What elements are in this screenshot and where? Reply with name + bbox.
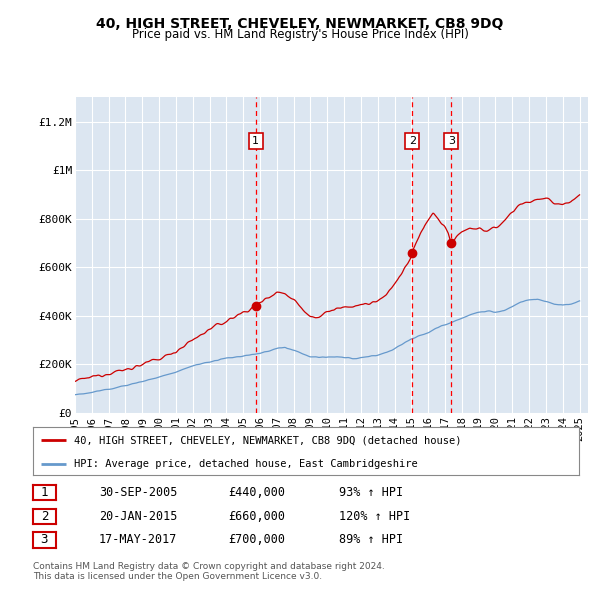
Text: 2: 2 xyxy=(41,510,48,523)
Text: £440,000: £440,000 xyxy=(228,486,285,499)
Text: 93% ↑ HPI: 93% ↑ HPI xyxy=(339,486,403,499)
Text: This data is licensed under the Open Government Licence v3.0.: This data is licensed under the Open Gov… xyxy=(33,572,322,581)
Text: 89% ↑ HPI: 89% ↑ HPI xyxy=(339,533,403,546)
Text: 120% ↑ HPI: 120% ↑ HPI xyxy=(339,510,410,523)
Text: 2: 2 xyxy=(409,136,416,146)
Text: 20-JAN-2015: 20-JAN-2015 xyxy=(99,510,178,523)
Text: £700,000: £700,000 xyxy=(228,533,285,546)
Text: £660,000: £660,000 xyxy=(228,510,285,523)
Text: 3: 3 xyxy=(448,136,455,146)
Text: HPI: Average price, detached house, East Cambridgeshire: HPI: Average price, detached house, East… xyxy=(74,459,418,469)
Text: 30-SEP-2005: 30-SEP-2005 xyxy=(99,486,178,499)
Text: 17-MAY-2017: 17-MAY-2017 xyxy=(99,533,178,546)
Text: 40, HIGH STREET, CHEVELEY, NEWMARKET, CB8 9DQ (detached house): 40, HIGH STREET, CHEVELEY, NEWMARKET, CB… xyxy=(74,435,461,445)
Text: 40, HIGH STREET, CHEVELEY, NEWMARKET, CB8 9DQ: 40, HIGH STREET, CHEVELEY, NEWMARKET, CB… xyxy=(97,17,503,31)
Text: 1: 1 xyxy=(41,486,48,499)
Text: 1: 1 xyxy=(253,136,259,146)
Text: Contains HM Land Registry data © Crown copyright and database right 2024.: Contains HM Land Registry data © Crown c… xyxy=(33,562,385,571)
Text: 3: 3 xyxy=(41,533,48,546)
Text: Price paid vs. HM Land Registry's House Price Index (HPI): Price paid vs. HM Land Registry's House … xyxy=(131,28,469,41)
